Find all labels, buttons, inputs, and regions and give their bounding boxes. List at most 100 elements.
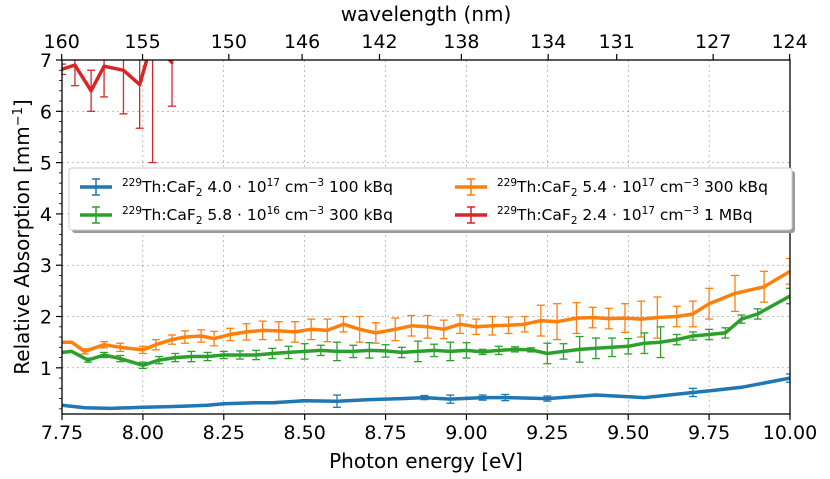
y-tick-label: 6 xyxy=(40,101,52,123)
data-point xyxy=(393,327,397,331)
data-point xyxy=(309,327,313,331)
data-point xyxy=(384,349,388,353)
data-point xyxy=(607,317,611,321)
data-point xyxy=(497,348,501,352)
data-point xyxy=(642,341,646,345)
top-tick-label: 134 xyxy=(530,31,566,53)
plot-frame xyxy=(61,59,791,415)
data-point xyxy=(238,353,242,357)
data-point xyxy=(490,324,494,328)
data-point xyxy=(228,332,232,336)
y-tick-label: 5 xyxy=(40,153,52,175)
data-point xyxy=(507,323,511,327)
data-point xyxy=(270,351,274,355)
data-point xyxy=(83,349,87,353)
data-point xyxy=(206,403,210,407)
legend-label: 229Th:CaF2 2.4 · 1017 cm−3 1 MBq xyxy=(497,205,753,227)
data-point xyxy=(121,68,125,72)
x-tick-label: 9.75 xyxy=(688,422,730,444)
data-point xyxy=(244,330,248,334)
data-point xyxy=(358,327,362,331)
data-point xyxy=(432,348,436,352)
data-point xyxy=(739,385,743,389)
data-point xyxy=(539,319,543,323)
top-tick-label: 138 xyxy=(443,31,479,53)
data-point xyxy=(238,401,242,405)
data-point xyxy=(610,345,614,349)
data-point xyxy=(83,406,87,410)
data-point xyxy=(303,399,307,403)
data-point xyxy=(426,325,430,329)
top-axis-label: wavelength (nm) xyxy=(341,2,512,26)
data-point xyxy=(109,406,113,410)
data-point xyxy=(448,349,452,353)
data-point xyxy=(442,327,446,331)
x-axis-label: Photon energy [eV] xyxy=(329,449,523,473)
data-point xyxy=(286,350,290,354)
legend-label: 229Th:CaF2 5.8 · 1016 cm−3 300 kBq xyxy=(122,205,393,227)
data-point xyxy=(325,328,329,332)
series-orange xyxy=(62,257,790,355)
x-tick-label: 7.75 xyxy=(41,422,83,444)
data-point xyxy=(319,348,323,352)
data-point xyxy=(448,397,452,401)
data-point xyxy=(691,312,695,316)
x-tick-label: 9.00 xyxy=(445,422,487,444)
plot-background xyxy=(62,60,790,414)
x-tick-label: 8.75 xyxy=(364,422,406,444)
data-point xyxy=(578,347,582,351)
data-point xyxy=(464,348,468,352)
legend-entry-orange: 229Th:CaF2 5.4 · 1017 cm−3 300 kBq xyxy=(455,177,768,199)
data-point xyxy=(173,356,177,360)
legend: 229Th:CaF2 4.0 · 1017 cm−3 100 kBq 229Th:… xyxy=(68,167,795,233)
data-point xyxy=(254,401,258,405)
data-point xyxy=(222,353,226,357)
data-point xyxy=(675,338,679,342)
data-point xyxy=(118,345,122,349)
data-point xyxy=(739,317,743,321)
top-tick-label: 155 xyxy=(124,31,160,53)
data-point xyxy=(206,355,210,359)
top-tick-label: 146 xyxy=(284,31,320,53)
data-point xyxy=(335,349,339,353)
y-tick-label: 2 xyxy=(40,307,52,329)
data-point xyxy=(261,328,265,332)
data-point xyxy=(655,316,659,320)
data-point xyxy=(529,348,533,352)
legend-entry-green: 229Th:CaF2 5.8 · 1016 cm−3 300 kBq xyxy=(80,205,393,227)
series-line-red xyxy=(62,60,174,93)
series-red xyxy=(62,60,177,164)
ticks: 7.75 8.00 8.25 8.50 8.75 9.00 9.25 9.50 9.75 10.0… xyxy=(40,31,817,444)
series-line-blue xyxy=(62,376,790,411)
data-point xyxy=(154,343,158,347)
data-point xyxy=(409,324,413,328)
data-point xyxy=(503,396,507,400)
data-point xyxy=(574,316,578,320)
data-point xyxy=(277,329,281,333)
data-point xyxy=(623,316,627,320)
series-green xyxy=(62,287,790,369)
data-point xyxy=(341,322,345,326)
data-point xyxy=(138,83,142,87)
data-point xyxy=(481,350,485,354)
series-line-orange xyxy=(62,269,790,354)
data-point xyxy=(118,357,122,361)
data-point xyxy=(513,347,517,351)
data-point xyxy=(675,315,679,319)
y-tick-label: 3 xyxy=(40,255,52,277)
data-point xyxy=(303,349,307,353)
data-point xyxy=(733,291,737,295)
data-point xyxy=(562,349,566,353)
data-point xyxy=(756,312,760,316)
data-point xyxy=(170,338,174,342)
data-point xyxy=(293,330,297,334)
data-point xyxy=(367,398,371,402)
data-point xyxy=(70,349,74,353)
x-tick-label: 8.25 xyxy=(203,422,245,444)
data-point xyxy=(180,404,184,408)
data-point xyxy=(73,63,77,67)
legend-label: 229Th:CaF2 4.0 · 1017 cm−3 100 kBq xyxy=(122,177,393,199)
data-point xyxy=(212,337,216,341)
data-point xyxy=(626,344,630,348)
